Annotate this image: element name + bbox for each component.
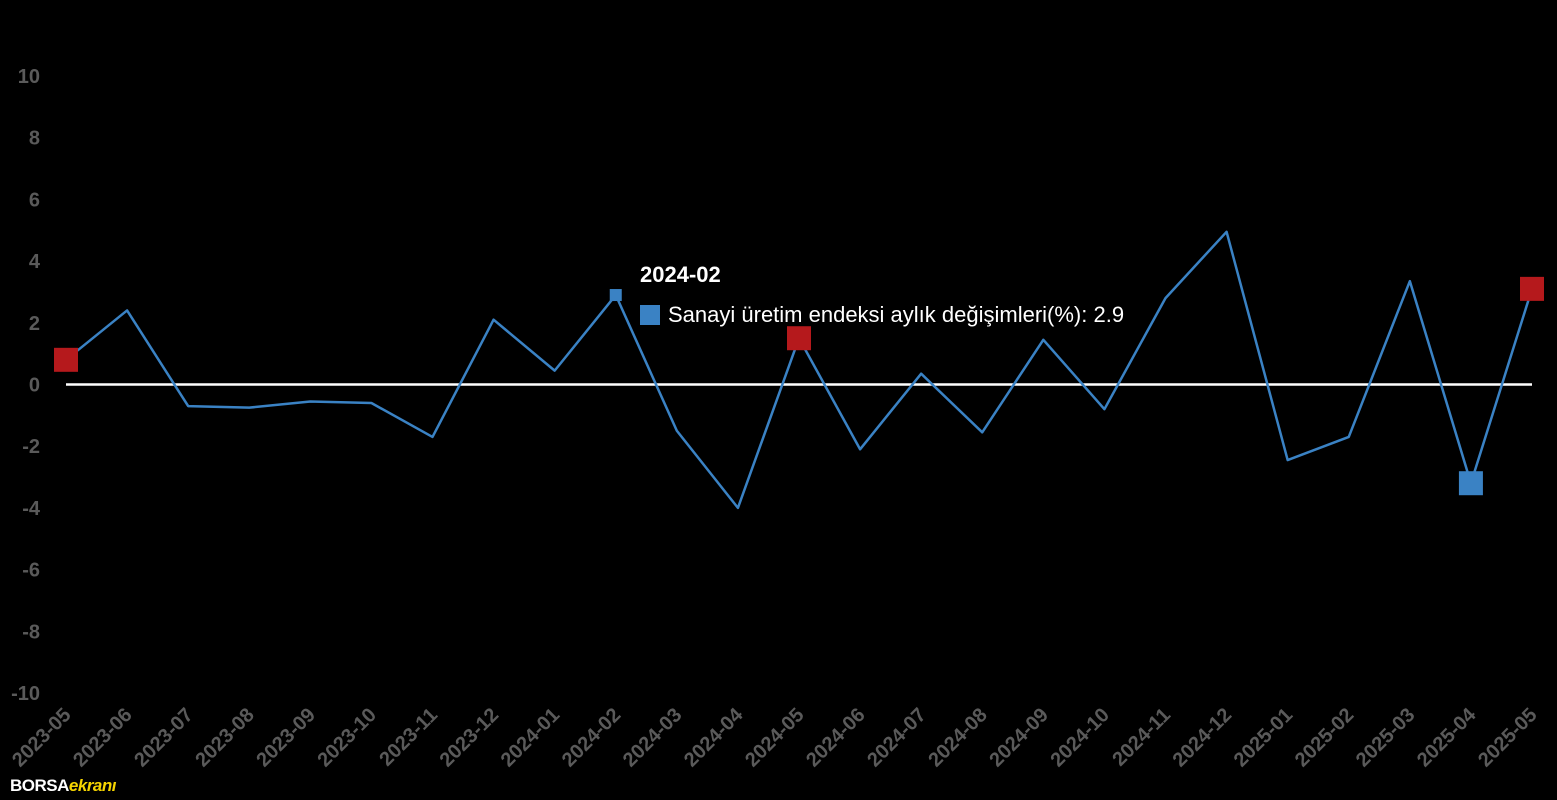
y-tick-label: 4: [29, 251, 41, 273]
tooltip-title: 2024-02: [640, 262, 721, 287]
y-tick-label: 6: [29, 189, 40, 211]
x-tick-label: 2025-03: [1352, 704, 1419, 771]
x-tick-label: 2023-07: [130, 704, 197, 771]
x-tick-label: 2024-08: [924, 704, 991, 771]
y-tick-label: -10: [11, 683, 40, 705]
x-tick-label: 2023-12: [436, 704, 503, 771]
y-tick-label: -8: [22, 621, 40, 643]
x-axis: 2023-052023-062023-072023-082023-092023-…: [8, 703, 1541, 771]
x-tick-label: 2023-11: [375, 704, 442, 771]
x-tick-label: 2025-01: [1230, 704, 1297, 771]
y-tick-label: -6: [22, 560, 40, 582]
y-tick-label: -2: [22, 436, 40, 458]
x-tick-label: 2024-10: [1046, 704, 1113, 771]
x-tick-label: 2023-06: [69, 704, 136, 771]
x-tick-label: 2023-10: [313, 704, 380, 771]
hover-marker: [609, 289, 622, 302]
highlight-marker: [787, 326, 811, 351]
highlight-markers: [54, 276, 1544, 496]
x-tick-label: 2024-03: [619, 704, 686, 771]
x-tick-label: 2025-02: [1291, 704, 1358, 771]
x-tick-label: 2024-11: [1108, 704, 1175, 771]
x-tick-label: 2024-02: [558, 704, 625, 771]
y-axis: 10 8 6 4 2 0 -2 -4 -6 -8 -10: [11, 66, 41, 705]
y-tick-label: -4: [22, 498, 41, 520]
y-tick-label: 0: [29, 375, 40, 397]
highlight-marker: [1520, 276, 1544, 301]
y-tick-label: 2: [29, 313, 40, 335]
x-tick-label: 2025-04: [1413, 703, 1481, 771]
logo-part1: BORSA: [10, 776, 69, 795]
x-tick-label: 2024-05: [741, 704, 808, 771]
tooltip-row: Sanayi üretim endeksi aylık değişimleri(…: [640, 302, 1124, 328]
highlight-marker: [1458, 471, 1483, 496]
x-tick-label: 2023-08: [191, 704, 258, 771]
x-tick-label: 2024-01: [497, 704, 564, 771]
x-tick-label: 2024-07: [863, 704, 930, 771]
borsa-ekrani-logo: BORSAekranı: [10, 776, 117, 796]
x-tick-label: 2023-09: [252, 704, 319, 771]
x-tick-label: 2024-12: [1169, 704, 1236, 771]
x-tick-label: 2025-05: [1474, 704, 1541, 771]
x-tick-label: 2024-09: [985, 704, 1052, 771]
y-tick-label: 10: [18, 66, 40, 88]
x-tick-label: 2023-05: [8, 704, 75, 771]
data-points: [609, 289, 622, 302]
tooltip-label: Sanayi üretim endeksi aylık değişimleri(…: [668, 302, 1125, 327]
x-tick-label: 2024-04: [680, 703, 748, 771]
tooltip-swatch: [640, 305, 660, 325]
y-tick-label: 8: [29, 128, 40, 150]
logo-part2: ekranı: [68, 776, 117, 795]
x-tick-label: 2024-06: [802, 704, 869, 771]
tooltip: 2024-02 Sanayi üretim endeksi aylık deği…: [640, 262, 1124, 328]
highlight-marker: [54, 347, 78, 372]
